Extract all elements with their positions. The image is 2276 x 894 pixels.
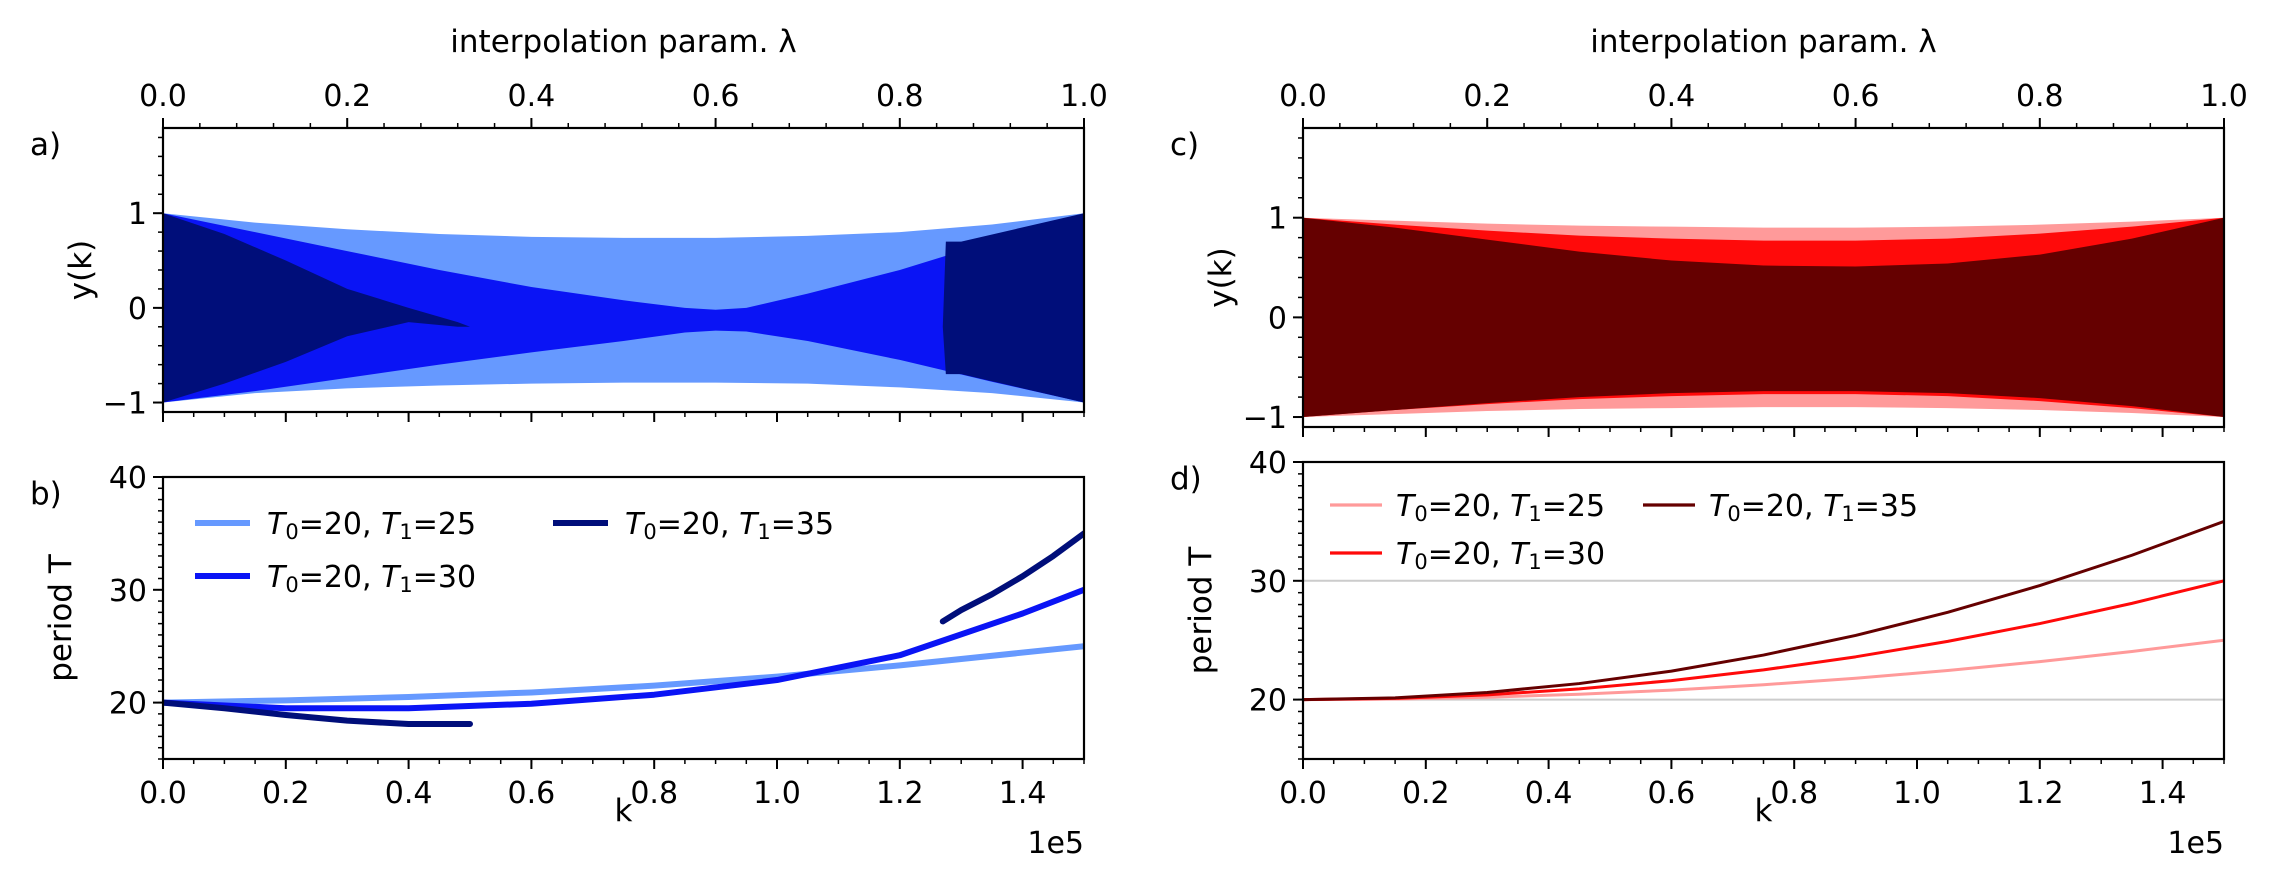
x-tick-label: 1.2 <box>2016 776 2064 811</box>
legend-entry-3: T0=20, T1=35 <box>553 507 834 544</box>
top-tick-label: 0.4 <box>1648 79 1696 114</box>
y-tick-label: 0 <box>128 292 147 327</box>
series-line-2 <box>163 586 1084 712</box>
legend-entry-2: T0=20, T1=30 <box>195 560 476 597</box>
series-line-3 <box>163 699 473 728</box>
x-tick-label: 0.2 <box>262 776 310 811</box>
legend-label: T0=20, T1=35 <box>625 507 834 544</box>
x-tick-label: 0.2 <box>1402 776 1450 811</box>
series-line-3 <box>1303 519 2224 702</box>
area-band-2 <box>163 213 1084 403</box>
top-tick-label: 0.8 <box>2016 79 2064 114</box>
y-tick-label: 40 <box>109 461 147 496</box>
legend-entry-3: T0=20, T1=35 <box>1643 489 1918 526</box>
panel-c-plot-area <box>1303 217 2224 418</box>
panel-label: b) <box>30 476 62 512</box>
y-tick-label: 30 <box>109 574 147 609</box>
series-line-1 <box>163 643 1084 706</box>
panel-label: d) <box>1170 461 1202 497</box>
y-axis-label: y(k) <box>63 240 99 301</box>
y-tick-label: 30 <box>1249 565 1287 600</box>
top-tick-label: 1.0 <box>2200 79 2248 114</box>
top-axis-label: interpolation param. λ <box>450 24 796 60</box>
top-tick-label: 0.0 <box>139 79 187 114</box>
panel-label: c) <box>1170 127 1199 163</box>
legend-label: T0=20, T1=35 <box>1709 489 1918 526</box>
top-tick-label: 0.6 <box>1832 79 1880 114</box>
legend-label: T0=20, T1=30 <box>267 560 476 597</box>
top-tick-label: 0.2 <box>323 79 371 114</box>
series-line-4 <box>939 530 1084 625</box>
y-tick-label: 1 <box>1268 202 1287 237</box>
x-tick-label: 0.0 <box>139 776 187 811</box>
y-tick-label: 0 <box>1268 301 1287 336</box>
x-tick-label: 0.4 <box>385 776 433 811</box>
top-tick-label: 0.8 <box>876 79 924 114</box>
x-offset-text: 1e5 <box>1027 826 1084 861</box>
y-axis-label: y(k) <box>1203 247 1239 308</box>
top-tick-label: 0.4 <box>508 79 556 114</box>
y-tick-label: 1 <box>128 197 147 232</box>
top-tick-label: 0.2 <box>1463 79 1511 114</box>
panel-b-plot-area <box>163 530 1084 728</box>
x-offset-text: 1e5 <box>2167 826 2224 861</box>
panel-a-plot-area <box>163 213 1084 403</box>
panel-label: a) <box>30 127 61 163</box>
x-tick-label: 1.0 <box>1893 776 1941 811</box>
x-tick-label: 0.8 <box>630 776 678 811</box>
x-tick-label: 0.8 <box>1770 776 1818 811</box>
y-axis-label: period T <box>43 553 79 682</box>
legend-entry-1: T0=20, T1=25 <box>195 507 476 544</box>
series-line-1 <box>1303 638 2224 702</box>
legend-label: T0=20, T1=25 <box>1396 489 1605 526</box>
x-tick-label: 1.4 <box>999 776 1047 811</box>
area-band-3 <box>163 213 1084 403</box>
top-tick-label: 0.0 <box>1279 79 1327 114</box>
legend-entry-2: T0=20, T1=30 <box>1330 537 1605 574</box>
panel-d-plot-area <box>1303 519 2224 702</box>
top-axis-label: interpolation param. λ <box>1590 24 1936 60</box>
y-tick-label: 20 <box>1249 684 1287 719</box>
legend-label: T0=20, T1=30 <box>1396 537 1605 574</box>
x-axis-label: k <box>615 793 633 829</box>
x-tick-label: 0.6 <box>508 776 556 811</box>
x-tick-label: 1.2 <box>876 776 924 811</box>
x-tick-label: 0.0 <box>1279 776 1327 811</box>
x-axis-label: k <box>1755 793 1773 829</box>
y-axis-label: period T <box>1183 546 1219 675</box>
legend-entry-1: T0=20, T1=25 <box>1330 489 1605 526</box>
top-tick-label: 1.0 <box>1060 79 1108 114</box>
x-tick-label: 0.4 <box>1525 776 1573 811</box>
y-tick-label: −1 <box>1243 401 1287 436</box>
y-tick-label: 20 <box>109 687 147 722</box>
x-tick-label: 0.6 <box>1648 776 1696 811</box>
series-line-2 <box>1303 579 2224 702</box>
legend-label: T0=20, T1=25 <box>267 507 476 544</box>
x-tick-label: 1.0 <box>753 776 801 811</box>
y-tick-label: 40 <box>1249 446 1287 481</box>
x-tick-label: 1.4 <box>2139 776 2187 811</box>
area-band-3 <box>1303 217 2224 418</box>
top-tick-label: 0.6 <box>692 79 740 114</box>
y-tick-label: −1 <box>103 387 147 422</box>
